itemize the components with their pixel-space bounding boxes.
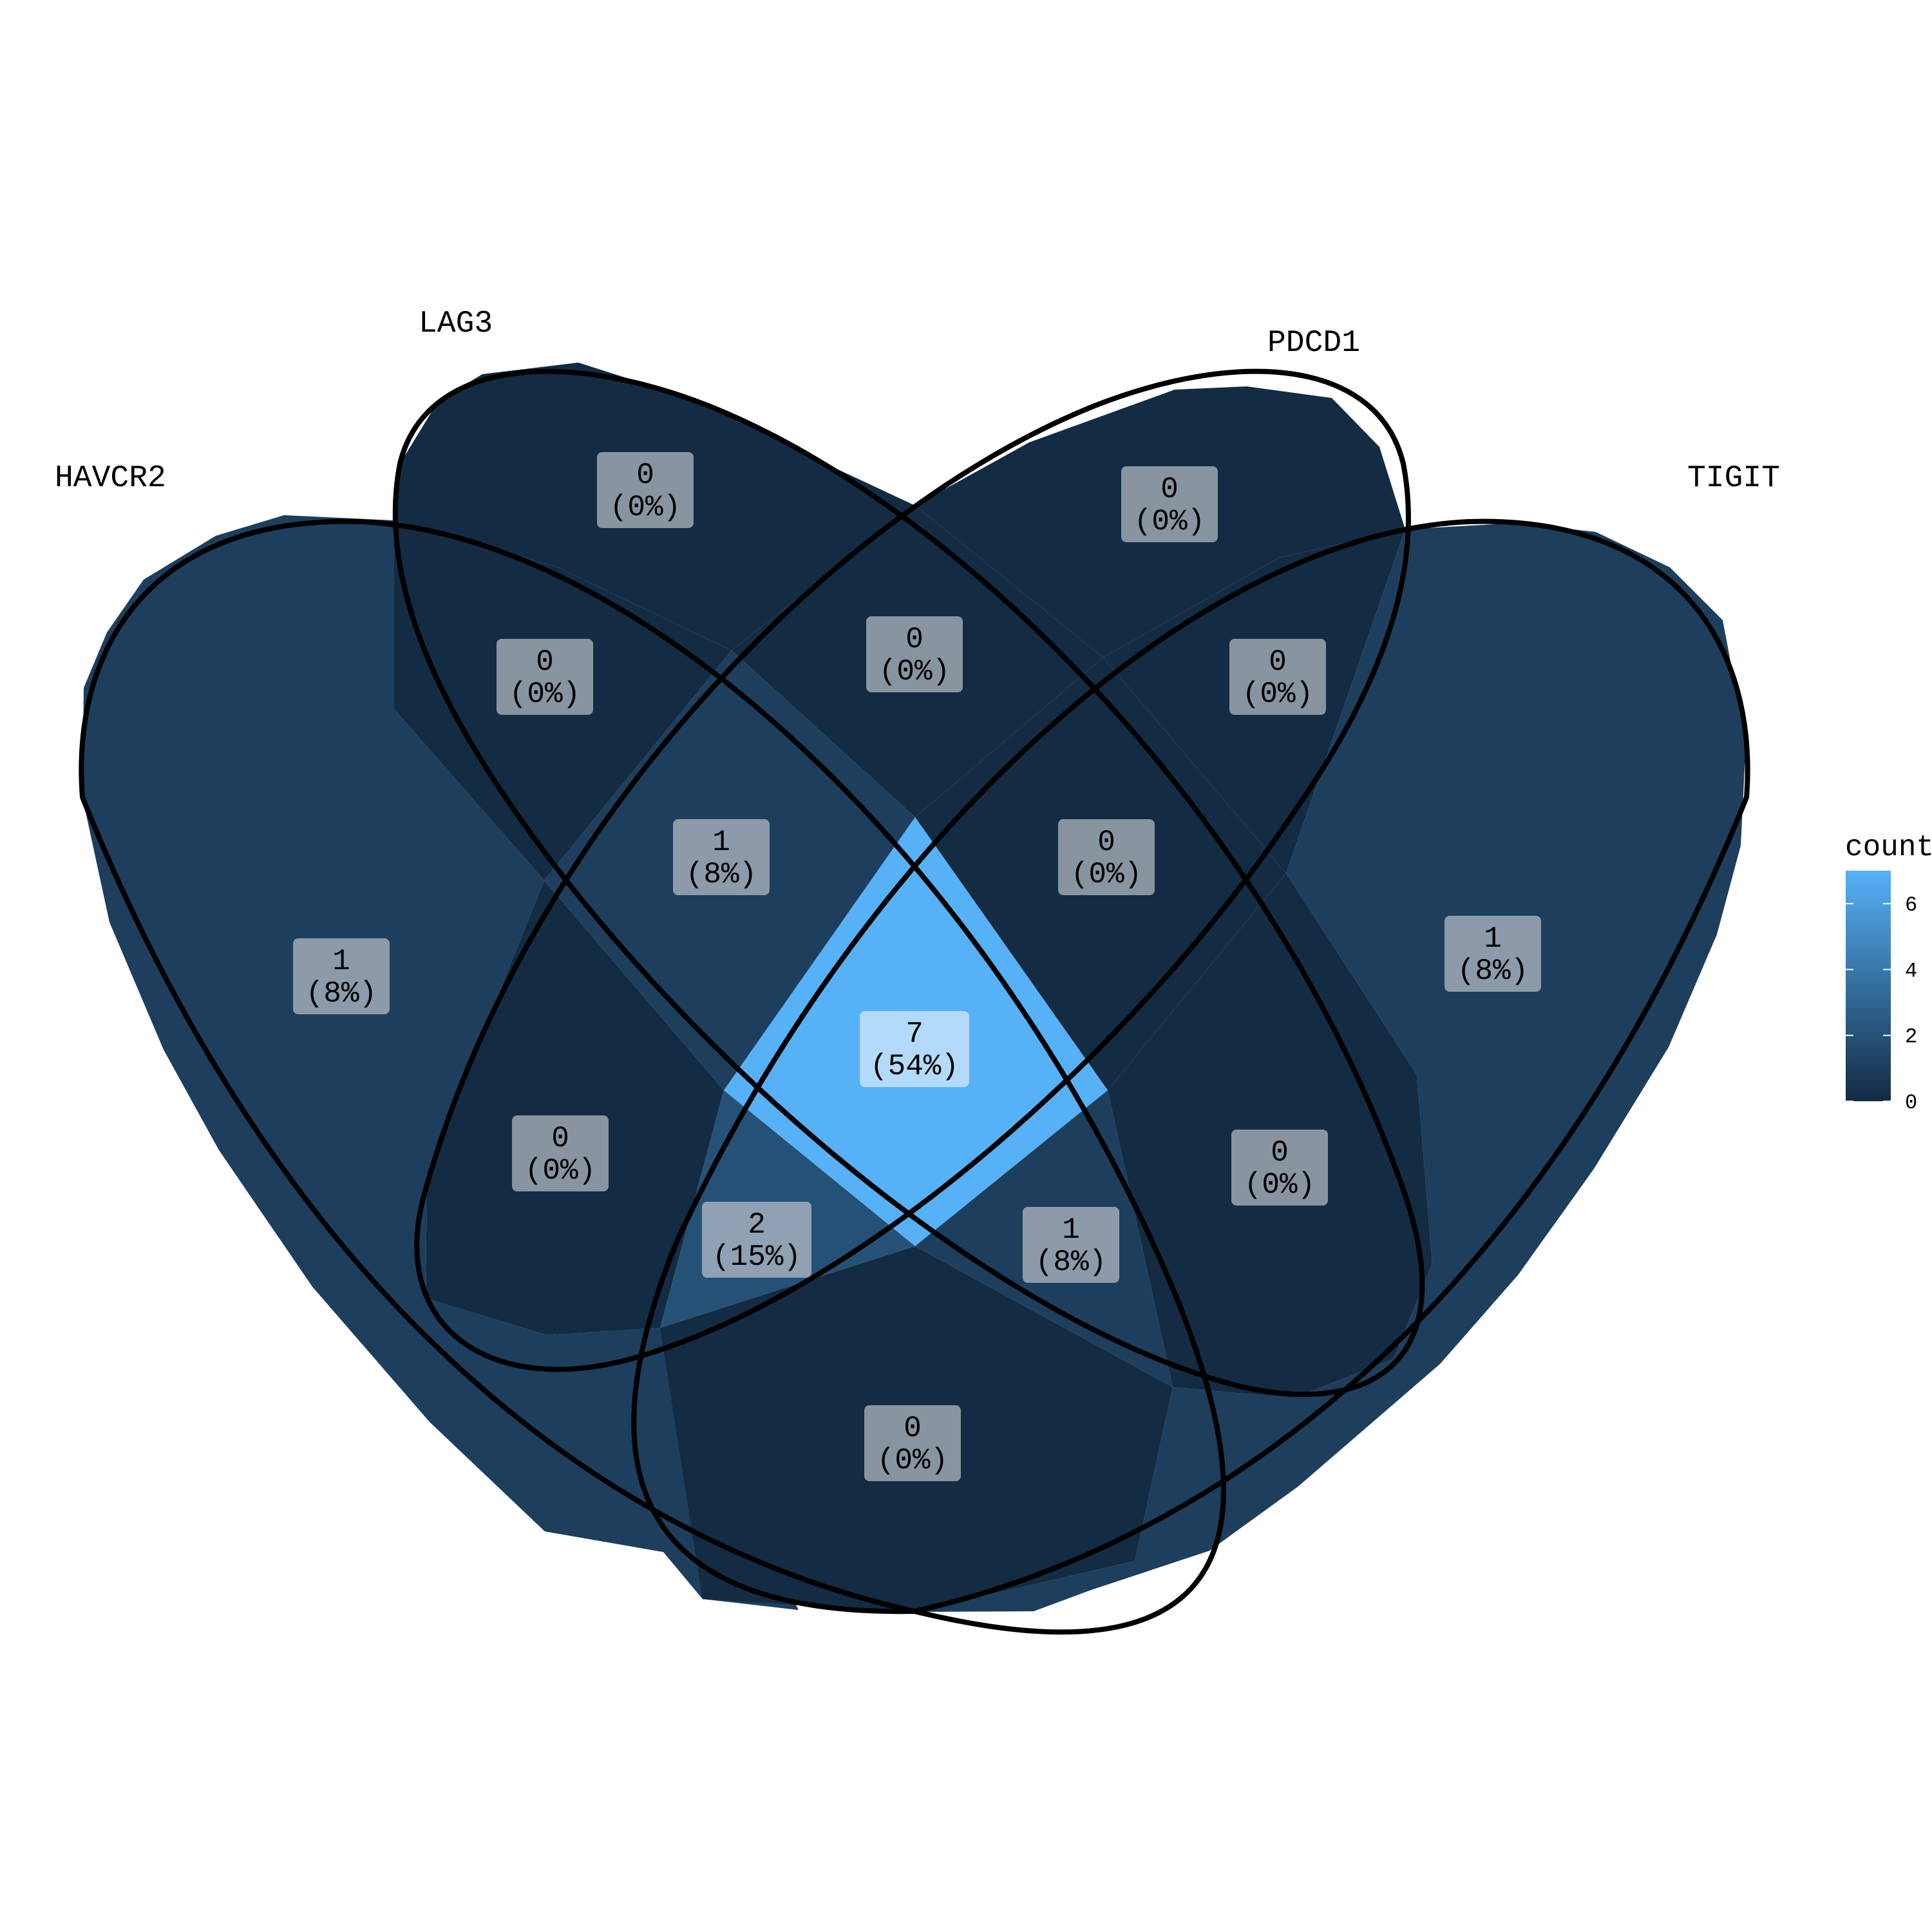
region-label-box xyxy=(497,639,593,715)
region-count: 0 xyxy=(1160,473,1179,506)
region-count: 0 xyxy=(905,623,923,656)
set-outline-lag3 xyxy=(392,368,1425,1397)
region-count: 2 xyxy=(748,1208,766,1242)
region-count: 7 xyxy=(905,1018,923,1051)
region-label-pt: 0(0%) xyxy=(1229,639,1326,715)
region-count: 0 xyxy=(904,1412,922,1445)
set-outline-havcr2 xyxy=(79,518,1226,1635)
region-percent: (0%) xyxy=(1242,677,1313,711)
region-count: 1 xyxy=(332,945,350,978)
region-label-box xyxy=(1023,1207,1119,1283)
region-count: 1 xyxy=(712,826,730,859)
venn-region-h xyxy=(82,515,799,1610)
region-percent: (0%) xyxy=(879,655,950,688)
region-label-h: 1(8%) xyxy=(293,938,390,1014)
legend-colorbar xyxy=(1846,871,1891,1101)
region-percent: (0%) xyxy=(525,1154,596,1188)
region-label-lt: 0(0%) xyxy=(1231,1130,1328,1206)
region-label-box xyxy=(866,616,963,692)
region-label-t: 1(8%) xyxy=(1444,916,1541,992)
region-percent: (8%) xyxy=(306,977,377,1010)
legend-tick-label: 6 xyxy=(1905,893,1917,917)
set-label-lag3: LAG3 xyxy=(419,307,493,341)
set-outline-pdcd1 xyxy=(414,368,1411,1372)
region-percent: (0%) xyxy=(610,491,681,524)
region-count: 0 xyxy=(551,1122,569,1155)
region-label-box xyxy=(597,452,694,528)
region-percent: (0%) xyxy=(877,1444,948,1477)
region-percent: (15%) xyxy=(712,1240,801,1274)
region-percent: (54%) xyxy=(870,1050,959,1083)
region-percent: (8%) xyxy=(1036,1245,1106,1279)
region-label-box xyxy=(673,819,770,895)
region-label-hp: 0(0%) xyxy=(512,1115,609,1191)
region-label-box xyxy=(293,938,390,1014)
region-percent: (0%) xyxy=(1071,858,1142,891)
region-label-lpt: 0(0%) xyxy=(1058,819,1155,895)
region-count: 0 xyxy=(1269,645,1287,679)
set-label-havcr2: HAVCR2 xyxy=(55,461,166,496)
region-label-box xyxy=(1444,916,1541,992)
region-count: 0 xyxy=(636,459,654,492)
region-percent: (0%) xyxy=(1244,1168,1315,1202)
set-label-pdcd1: PDCD1 xyxy=(1267,326,1360,361)
region-label-hlpt: 7(54%) xyxy=(860,1011,969,1087)
set-outline-tigit xyxy=(631,518,1750,1615)
region-label-ht: 0(0%) xyxy=(864,1405,961,1481)
set-label-tigit: TIGIT xyxy=(1687,461,1780,496)
region-label-box xyxy=(864,1405,961,1481)
region-label-hl: 0(0%) xyxy=(497,639,593,715)
region-count: 0 xyxy=(1271,1136,1289,1170)
region-percent: (8%) xyxy=(686,858,757,891)
region-label-lp: 0(0%) xyxy=(866,616,963,692)
region-label-box xyxy=(1058,819,1155,895)
region-count: 0 xyxy=(536,645,554,679)
region-label-p: 0(0%) xyxy=(1121,466,1218,542)
region-percent: (0%) xyxy=(1134,505,1205,538)
region-label-hpt: 2(15%) xyxy=(702,1202,811,1278)
venn-region-t xyxy=(914,523,1746,1612)
region-label-hlp: 1(8%) xyxy=(673,819,770,895)
region-label-box xyxy=(1231,1130,1328,1206)
region-label-box xyxy=(1229,639,1326,715)
region-label-box xyxy=(1121,466,1218,542)
region-percent: (0%) xyxy=(509,677,580,711)
legend-title: count xyxy=(1845,831,1932,864)
region-count: 0 xyxy=(1097,826,1115,859)
region-count: 1 xyxy=(1062,1213,1080,1247)
region-count: 1 xyxy=(1484,922,1502,956)
region-percent: (8%) xyxy=(1457,954,1528,988)
legend-tick-label: 0 xyxy=(1905,1091,1917,1115)
region-label-box xyxy=(860,1011,969,1087)
legend-tick-label: 2 xyxy=(1905,1025,1917,1049)
region-label-l: 0(0%) xyxy=(597,452,694,528)
region-label-box xyxy=(702,1202,811,1278)
region-label-box xyxy=(512,1115,609,1191)
legend-tick-label: 4 xyxy=(1905,959,1917,983)
color-legend: count 0 2 4 6 xyxy=(1845,831,1932,1115)
region-label-hlt: 1(8%) xyxy=(1023,1207,1119,1283)
